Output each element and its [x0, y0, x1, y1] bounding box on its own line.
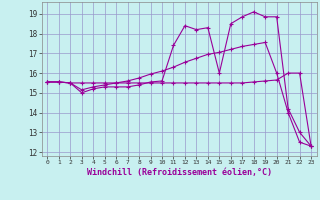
X-axis label: Windchill (Refroidissement éolien,°C): Windchill (Refroidissement éolien,°C): [87, 168, 272, 177]
